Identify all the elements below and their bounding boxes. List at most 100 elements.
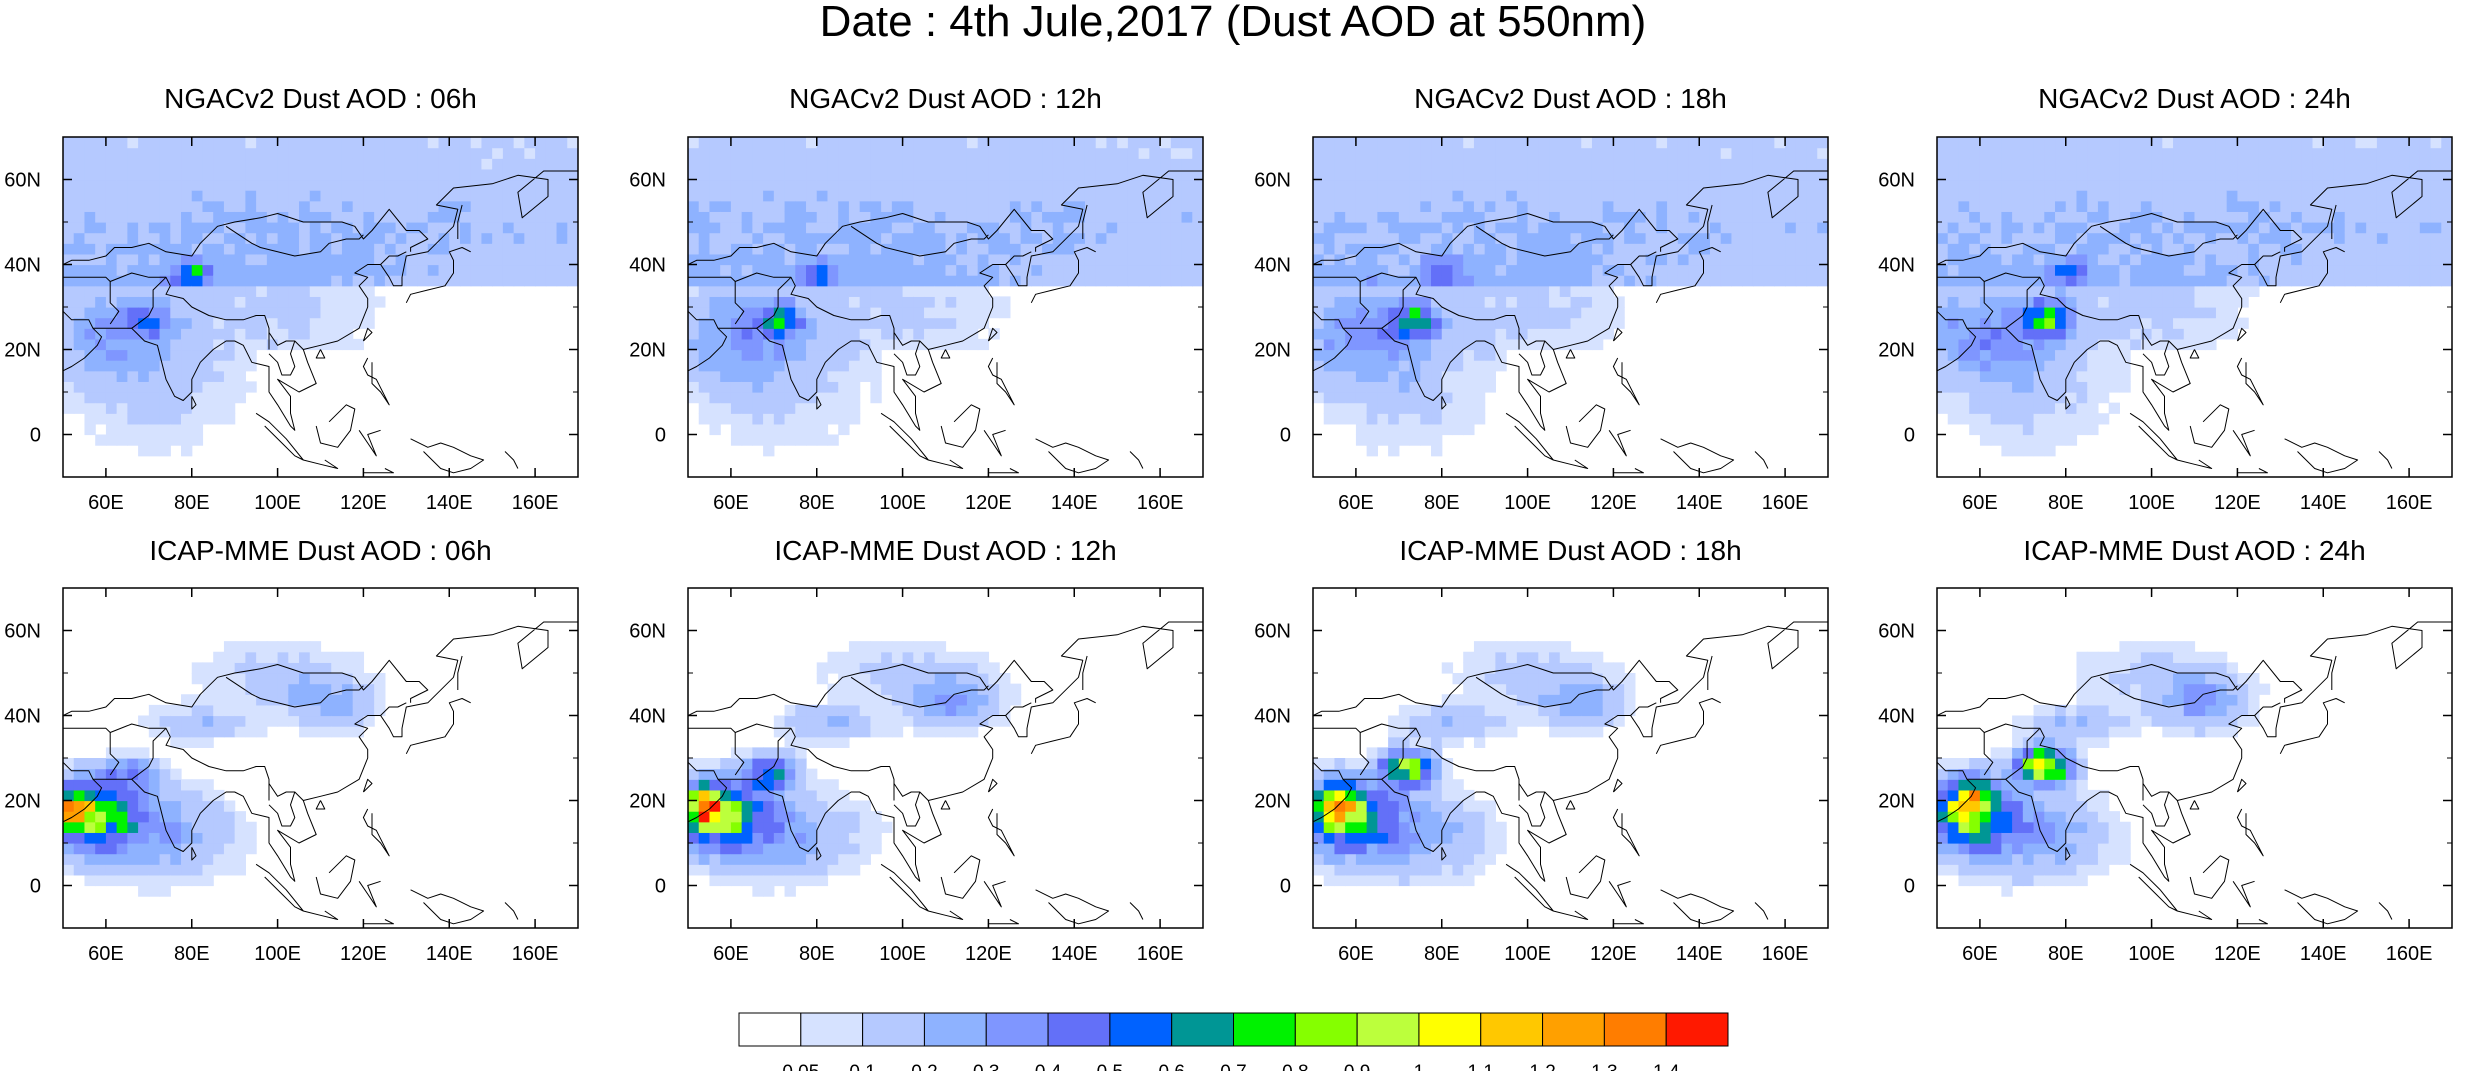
aod-cell — [2022, 317, 2035, 329]
aod-cell — [331, 715, 343, 727]
aod-cell — [859, 360, 871, 372]
aod-cell — [1667, 200, 1679, 212]
aod-cell — [266, 662, 279, 674]
aod-cell — [1192, 179, 1203, 191]
aod-cell — [806, 232, 818, 244]
aod-cell — [1538, 285, 1550, 297]
aod-cell — [827, 264, 839, 276]
aod-cell — [159, 434, 171, 446]
aod-cell — [545, 243, 558, 255]
aod-cell — [2065, 434, 2078, 446]
aod-cell — [1947, 200, 1960, 212]
aod-cell — [741, 370, 753, 382]
aod-cell — [299, 137, 311, 149]
aod-cell — [1452, 402, 1464, 414]
lat-tick-label: 40N — [4, 706, 41, 728]
aod-cell — [513, 253, 525, 266]
aod-cell — [891, 704, 904, 717]
aod-cell — [2001, 222, 2013, 234]
aod-cell — [2376, 243, 2389, 255]
aod-cell — [2258, 232, 2271, 244]
aod-cell — [213, 853, 225, 865]
aod-cell — [891, 147, 904, 159]
aod-cell — [988, 200, 1000, 212]
aod-cell — [277, 296, 289, 308]
aod-cell — [1720, 137, 1733, 149]
aod-cell — [2355, 137, 2367, 149]
aod-cell — [1031, 179, 1043, 191]
aod-cell — [763, 338, 775, 351]
aod-cell — [1409, 434, 1421, 446]
aod-cell — [234, 200, 246, 212]
aod-cell — [2205, 147, 2217, 159]
aod-cell — [181, 317, 193, 329]
aod-cell — [2140, 168, 2153, 181]
aod-cell — [1602, 296, 1615, 308]
aod-cell — [213, 200, 225, 212]
aod-cell — [977, 222, 990, 234]
aod-cell — [1720, 243, 1733, 255]
aod-cell — [181, 243, 193, 255]
aod-cell — [2248, 168, 2260, 181]
aod-cell — [234, 253, 246, 266]
aod-cell — [806, 402, 818, 414]
aod-cell — [1720, 168, 1733, 181]
aod-cell — [1763, 211, 1775, 223]
aod-cell — [191, 821, 204, 833]
aod-cell — [2183, 264, 2196, 276]
aod-cell — [2001, 179, 2013, 191]
aod-cell — [191, 853, 204, 865]
aod-cell — [2022, 190, 2035, 202]
aod-cell — [2022, 147, 2035, 159]
aod-cell — [859, 222, 871, 234]
aod-cell — [138, 402, 150, 414]
aod-cell — [2291, 211, 2303, 223]
aod-cell — [2162, 168, 2174, 181]
aod-cell — [223, 285, 236, 297]
aod-cell — [2355, 168, 2367, 181]
aod-cell — [2022, 200, 2035, 212]
aod-cell — [213, 285, 225, 297]
aod-cell — [1473, 147, 1486, 159]
aod-cell — [1937, 137, 1949, 149]
aod-cell — [309, 243, 322, 255]
aod-cell — [1463, 222, 1475, 234]
aod-cell — [459, 190, 472, 202]
aod-cell — [2312, 222, 2324, 234]
aod-cell — [234, 370, 246, 382]
aod-cell — [1313, 370, 1325, 382]
aod-cell — [1602, 285, 1615, 297]
aod-cell — [2344, 211, 2357, 223]
aod-cell — [1937, 317, 1949, 329]
aod-cell — [84, 338, 96, 351]
aod-cell — [2108, 147, 2120, 159]
aod-cell — [1979, 200, 1992, 212]
aod-cell — [202, 874, 214, 887]
aod-cell — [2162, 137, 2174, 149]
aod-cell — [2108, 370, 2120, 382]
aod-cell — [2398, 222, 2410, 234]
aod-cell — [234, 392, 246, 404]
aod-cell — [2001, 381, 2013, 393]
aod-cell — [688, 789, 700, 802]
aod-cell — [709, 800, 721, 812]
aod-cell — [1463, 179, 1475, 191]
aod-cell — [752, 317, 764, 329]
aod-cell — [1160, 222, 1172, 234]
aod-cell — [1323, 317, 1336, 329]
aod-cell — [1613, 147, 1625, 159]
aod-cell — [63, 253, 75, 266]
aod-cell — [1990, 137, 2002, 149]
aod-cell — [806, 200, 818, 212]
aod-cell — [363, 683, 375, 695]
aod-cell — [773, 832, 786, 844]
aod-cell — [1398, 285, 1411, 297]
aod-cell — [2119, 243, 2131, 255]
aod-cell — [63, 349, 75, 361]
aod-cell — [105, 423, 118, 436]
aod-cell — [988, 168, 1000, 181]
aod-cell — [848, 307, 861, 319]
aod-cell — [1334, 360, 1346, 372]
aod-cell — [223, 179, 236, 191]
aod-cell — [2173, 147, 2185, 159]
